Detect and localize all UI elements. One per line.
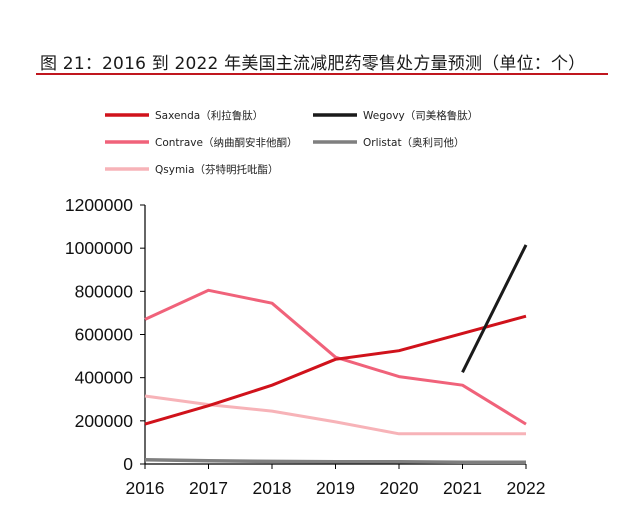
y-tick-label: 200000	[75, 411, 134, 431]
x-tick-label: 2018	[253, 478, 292, 498]
x-tick-label: 2019	[316, 478, 355, 498]
y-tick-label: 600000	[75, 325, 134, 345]
x-tick-label: 2020	[380, 478, 419, 498]
x-tick-label: 2017	[189, 478, 228, 498]
legend-label: Contrave（纳曲酮安非他酮）	[155, 136, 297, 149]
caption-underline	[36, 73, 608, 75]
figure-caption-text: 图 21：2016 到 2022 年美国主流减肥药零售处方量预测（单位：个）	[40, 54, 586, 74]
x-tick-label: 2016	[126, 478, 165, 498]
legend-label: Qsymia（芬特明托吡酯）	[155, 163, 279, 176]
x-tick-label: 2022	[507, 478, 546, 498]
series-line-3	[144, 288, 527, 426]
series-line-4	[144, 457, 526, 465]
legend-label: Saxenda（利拉鲁肽）	[155, 109, 263, 122]
series-line-1	[144, 314, 527, 426]
y-tick-label: 1000000	[65, 238, 133, 258]
legend: Saxenda（利拉鲁肽） Wegovy（司美格鲁肽） Contrave（纳曲酮安非…	[105, 109, 478, 176]
series-layer	[144, 244, 528, 465]
y-tick-label: 400000	[75, 368, 134, 388]
axes: 0 200000 400000 600000 800000 1000000 1200000 2…	[65, 195, 546, 498]
series-line-5	[144, 394, 526, 436]
legend-label: Wegovy（司美格鲁肽）	[363, 109, 478, 122]
x-tick-label: 2021	[443, 478, 482, 498]
y-tick-label: 1200000	[65, 195, 133, 215]
series-line-2	[461, 244, 528, 373]
y-tick-label: 0	[123, 454, 133, 474]
y-tick-label: 800000	[75, 281, 134, 301]
legend-label: Orlistat（奥利司他）	[363, 136, 465, 149]
figure-caption: 图 21：2016 到 2022 年美国主流减肥药零售处方量预测（单位：个）	[36, 47, 608, 75]
